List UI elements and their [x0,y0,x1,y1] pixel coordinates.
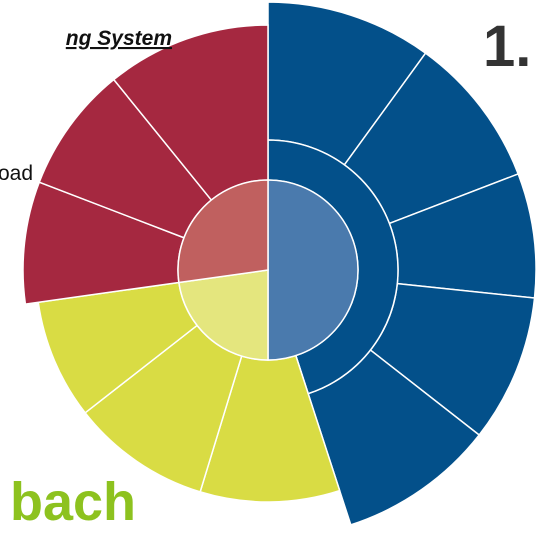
bullet-text: oad [0,162,33,185]
slide-title: ng System [66,27,172,50]
heading-word: bach [10,472,136,532]
inner-yellow [178,269,269,361]
inner-blue [267,179,359,361]
inner-red [177,179,269,284]
sunburst-diagram [22,1,537,526]
slide-number: 1. [483,14,531,79]
